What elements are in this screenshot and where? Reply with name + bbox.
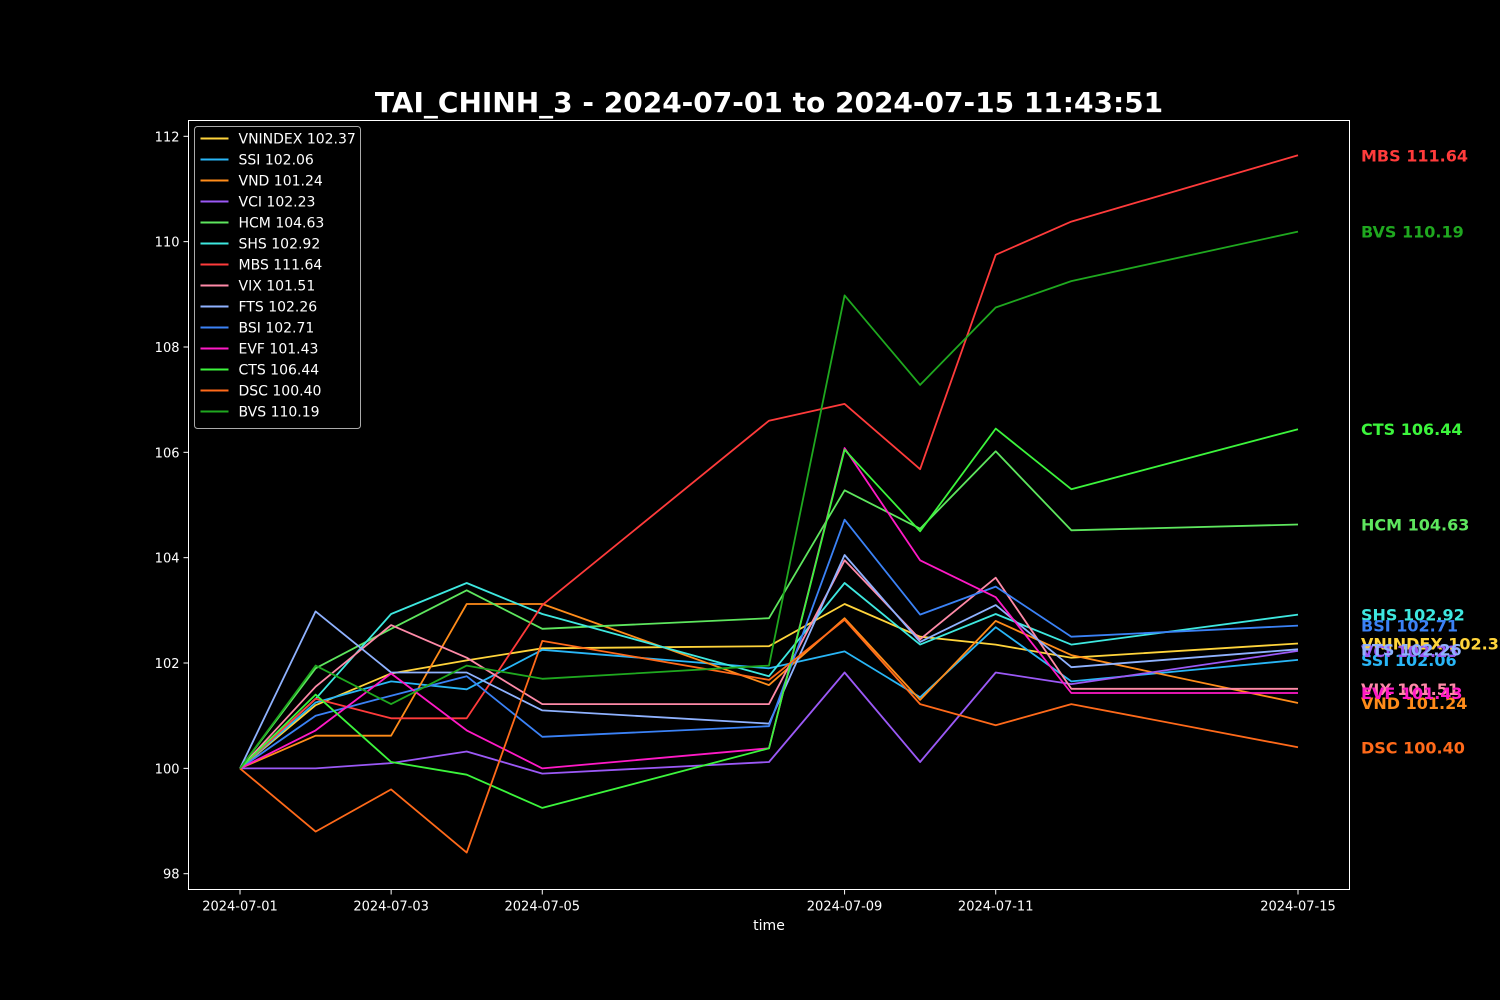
series-line-dsc [239,618,1299,854]
end-label-vnindex: VNINDEX 102.37 [1361,635,1500,654]
legend-entry: FTS 102.26 [239,300,318,316]
legend-entry: DSC 100.40 [239,384,322,400]
legend-box [194,126,361,429]
end-label-fts: FTS 102.26 [1361,640,1462,659]
y-tick-label: 108 [155,341,180,356]
end-label-hcm: HCM 104.63 [1361,515,1469,534]
legend-entry: CTS 106.44 [239,363,320,379]
series-line-bsi [239,518,1299,770]
y-tick-label: 112 [155,130,180,145]
legend-entry: SHS 102.92 [239,237,321,253]
legend-entry: BSI 102.71 [239,321,315,337]
end-label-bsi: BSI 102.71 [1361,617,1458,636]
x-axis: 2024-07-01 2024-07-03 2024-07-05 2024-07-09… [202,889,1336,915]
y-tick-label: 98 [163,868,180,883]
legend-entry: VCI 102.23 [239,195,316,211]
end-label-mbs: MBS 111.64 [1361,146,1468,165]
series-line-vix [239,559,1298,770]
y-tick-label: 110 [155,236,180,251]
legend-entry: EVF 101.43 [239,342,319,358]
end-label-cts: CTS 106.44 [1361,420,1463,439]
chart-title: TAI_CHINH_3 - 2024-07-01 to 2024-07-15 1… [375,86,1163,119]
y-axis: 98 100 102 104 106 108 110 112 [155,130,189,883]
series-line-vci [240,650,1299,775]
y-tick-label: 106 [155,446,180,461]
legend-entry: HCM 104.63 [239,216,325,232]
end-label-vci: VCI 102.23 [1361,642,1458,661]
series-line-cts [239,427,1299,809]
legend-entry: VND 101.24 [239,174,323,190]
series-line-mbs [239,154,1299,770]
y-tick-label: 102 [155,657,180,672]
x-tick-label: 2024-07-01 [202,900,278,915]
x-axis-title: time [753,918,785,934]
series-line-bvs [239,230,1299,769]
series-line-shs [239,582,1299,770]
end-label-vix: VIX 101.51 [1361,680,1459,699]
legend-entry: BVS 110.19 [239,405,320,421]
legend-entry: VNINDEX 102.37 [239,132,356,148]
x-tick-label: 2024-07-15 [1260,900,1336,915]
x-tick-label: 2024-07-11 [958,900,1034,915]
legend-entry: MBS 111.64 [239,258,323,274]
end-label-dsc: DSC 100.40 [1361,738,1465,757]
y-tick-label: 100 [155,762,180,777]
end-label-bvs: BVS 110.19 [1361,223,1464,242]
series-line-vnindex [239,603,1299,770]
series-line-vnd [239,603,1299,770]
legend-entry: VIX 101.51 [239,279,316,295]
end-label-shs: SHS 102.92 [1361,606,1465,625]
x-tick-label: 2024-07-03 [353,900,429,915]
plot-area [188,120,1350,890]
series-lines [239,154,1299,854]
end-label-evf: EVF 101.43 [1361,684,1463,703]
series-line-ssi [239,626,1299,770]
y-tick-label: 104 [155,552,180,567]
x-tick-label: 2024-07-09 [807,900,883,915]
end-label-ssi: SSI 102.06 [1361,651,1457,670]
x-tick-label: 2024-07-05 [505,900,581,915]
end-label-vnd: VND 101.24 [1361,694,1467,713]
legend-entry: SSI 102.06 [239,153,314,169]
legend: VNINDEX 102.37 SSI 102.06 VND 101.24 VCI 10… [194,126,361,429]
